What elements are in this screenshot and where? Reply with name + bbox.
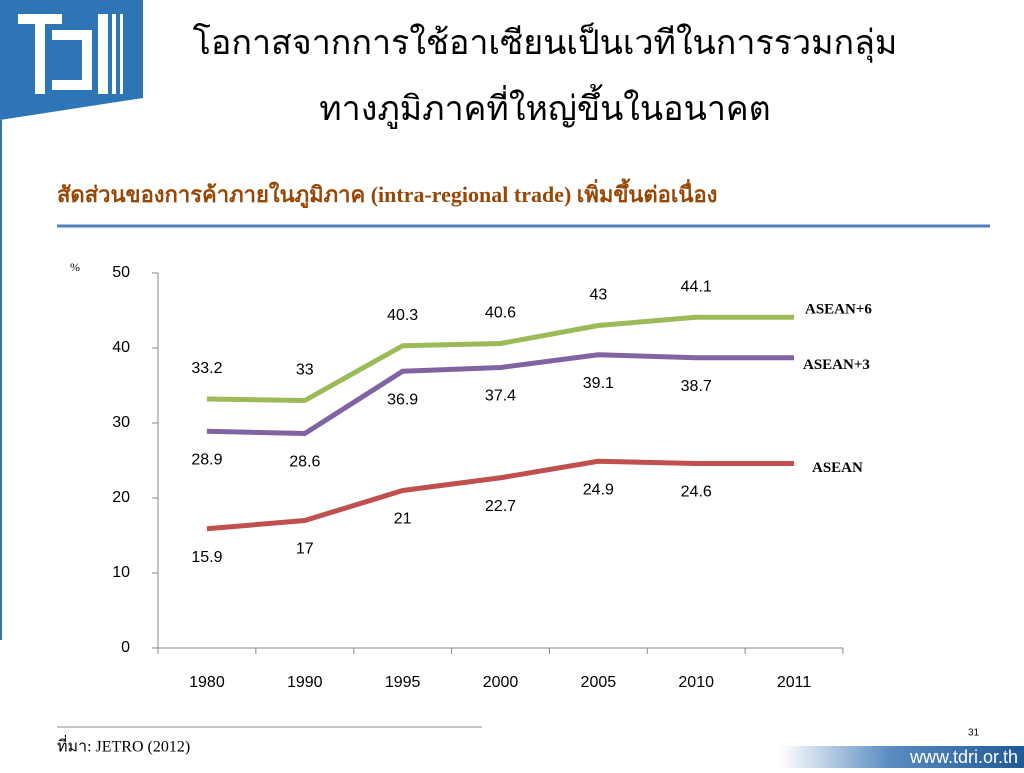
data-label: 33 [296,362,314,379]
title-line: ทางภูมิภาคที่ใหญ่ขึ้นในอนาคต [319,84,770,129]
series-label: ASEAN+6 [805,302,872,318]
y-tick-label: 40 [112,339,130,356]
y-tick-label: 20 [112,489,130,506]
series-label: ASEAN+3 [803,357,870,373]
title-line: โอกาสจากการใช้อาเซียนเป็นเวทีในการรวมกลุ… [193,22,898,63]
data-label: 39.1 [583,375,614,392]
data-label: 37.4 [485,388,516,405]
y-tick-label: 10 [112,564,130,581]
x-tick-label: 2000 [483,674,519,691]
series-label: ASEAN [812,460,863,476]
y-tick-label: 50 [112,264,130,281]
data-label: 24.6 [681,484,712,501]
subtitle: สัดส่วนของการค้าภายในภูมิภาค (intra-regi… [57,178,717,209]
x-tick-label: 2011 [777,674,812,691]
data-label: 15.9 [191,549,222,566]
logo [18,14,123,94]
data-label: 28.6 [289,454,320,471]
series-line [206,352,795,436]
data-label: 17 [296,541,314,558]
y-tick-label: 30 [112,414,130,431]
x-tick-label: 1990 [287,674,323,691]
footer-url: www.tdri.or.th [909,747,1018,767]
footer-bar [780,746,1024,768]
data-label: 40.3 [387,307,418,324]
x-tick-label: 2010 [678,674,714,691]
data-label: 43 [589,287,607,304]
data-label: 21 [394,511,412,528]
data-label: 33.2 [191,360,222,377]
data-label: 24.9 [583,481,614,498]
data-label: 36.9 [387,391,418,408]
x-tick-label: 1980 [189,674,225,691]
source: ที่มา: JETRO (2012) [57,735,190,756]
series-line [206,458,795,532]
data-label: 38.7 [681,378,712,395]
plot: 0 10 20 30 40 50 1980 1990 1995 2000 2005 2010 2011 3… [112,264,872,691]
y-tick-label: 0 [121,639,130,656]
data-label: 22.7 [485,498,516,515]
data-label: 28.9 [191,451,222,468]
x-tick-label: 1995 [385,674,421,691]
data-label: 40.6 [485,305,516,322]
series-line [206,314,795,403]
data-label: 44.1 [681,278,712,295]
page-number: 31 [968,728,980,739]
x-tick-label: 2005 [581,674,617,691]
y-unit-label: % [70,260,80,274]
